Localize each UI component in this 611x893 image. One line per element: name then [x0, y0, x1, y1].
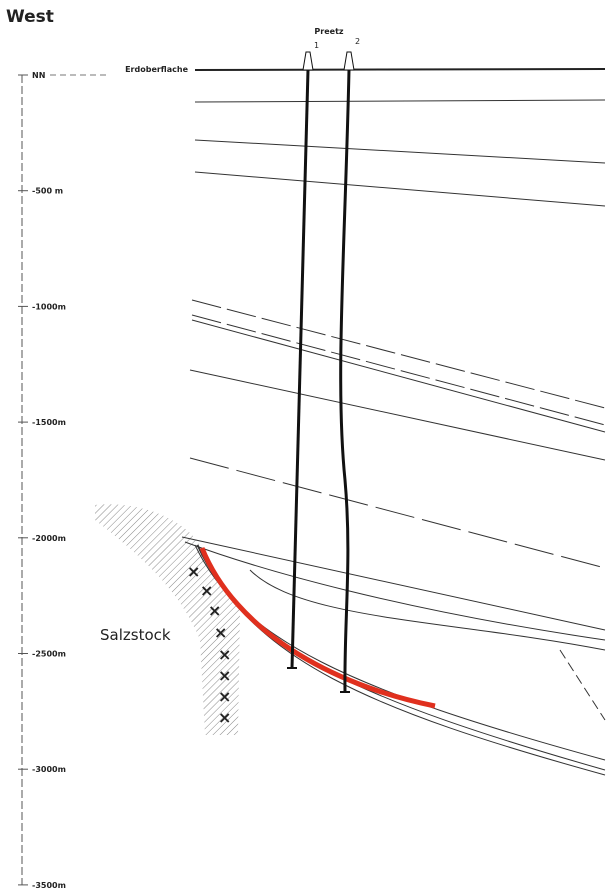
well-number: 2 [355, 37, 360, 46]
cross-section: West Preetz 1 2 Erdoberflache Salzstock … [0, 0, 611, 889]
depth-label: -1500m [32, 418, 66, 427]
depth-label: -2000m [32, 534, 66, 543]
salt-label: Salzstock [100, 626, 171, 644]
title: West [6, 7, 54, 27]
depth-ticks: NN -500 m -1000m -1500m -2000m -2500m -3000m -3… [18, 71, 66, 889]
svg-text:×: × [218, 687, 231, 706]
svg-text:×: × [218, 708, 231, 727]
svg-text:×: × [187, 562, 200, 581]
location-label: Preetz [314, 27, 343, 36]
svg-text:×: × [200, 581, 213, 600]
strata [182, 69, 605, 775]
svg-text:×: × [214, 623, 227, 642]
surface-label: Erdoberflache [125, 65, 188, 74]
depth-label: -3000m [32, 765, 66, 774]
depth-label: -500 m [32, 187, 63, 196]
svg-text:×: × [218, 666, 231, 685]
depth-label: -1000m [32, 302, 66, 311]
svg-text:×: × [218, 645, 231, 664]
depth-label: -3500m [32, 881, 66, 889]
svg-text:×: × [208, 601, 221, 620]
depth-label: NN [32, 71, 45, 80]
depth-label: -2500m [32, 650, 66, 659]
well-number: 1 [314, 41, 319, 50]
